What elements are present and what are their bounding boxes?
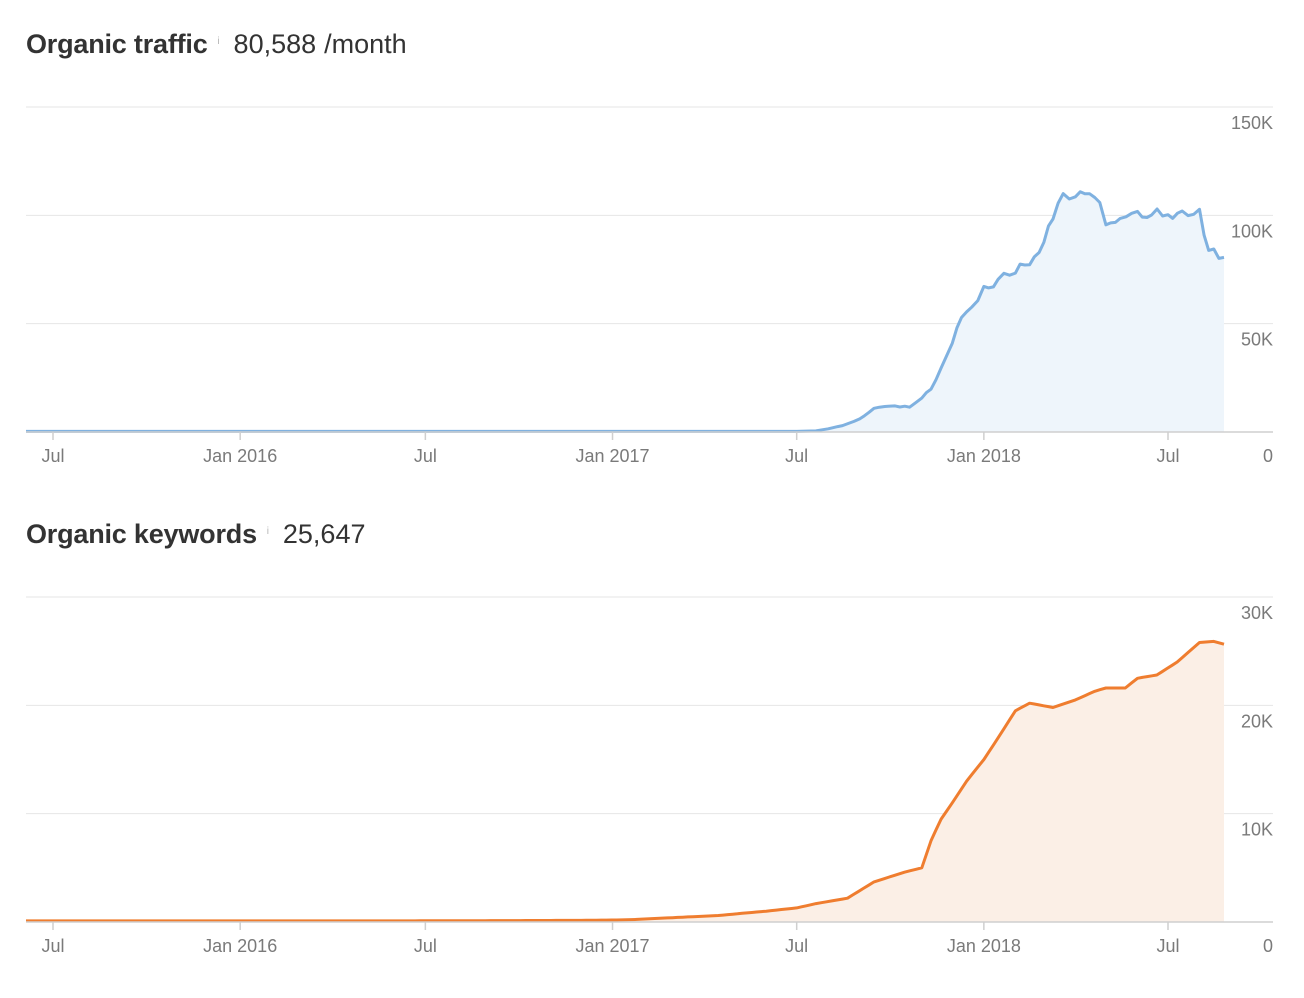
series-area-fill [26, 191, 1224, 432]
x-tick-label: Jul [41, 936, 64, 956]
y-tick-label: 100K [1231, 221, 1273, 241]
x-tick-label: Jan 2016 [203, 446, 277, 466]
keywords-chart-header: Organic keywords i 25,647 [26, 519, 365, 550]
traffic-unit: /month [324, 29, 407, 59]
y-tick-label: 50K [1241, 330, 1273, 350]
y-tick-label: 0 [1263, 936, 1273, 956]
x-tick-label: Jan 2017 [575, 936, 649, 956]
x-tick-label: Jul [414, 936, 437, 956]
info-icon[interactable]: i [266, 526, 269, 537]
series-area-fill [26, 641, 1224, 922]
keywords-value: 25,647 [282, 519, 366, 549]
x-tick-label: Jul [785, 446, 808, 466]
y-tick-label: 20K [1241, 711, 1273, 731]
x-tick-label: Jul [1156, 936, 1179, 956]
y-tick-label: 10K [1241, 820, 1273, 840]
x-tick-label: Jul [414, 446, 437, 466]
x-tick-label: Jul [41, 446, 64, 466]
x-tick-label: Jan 2017 [575, 446, 649, 466]
x-tick-label: Jan 2016 [203, 936, 277, 956]
series-line [26, 639, 1225, 923]
keywords-title: Organic keywords [26, 519, 257, 549]
traffic-title: Organic traffic [26, 29, 208, 59]
x-tick-label: Jul [785, 936, 808, 956]
x-tick-label: Jul [1156, 446, 1179, 466]
traffic-value: 80,588 [233, 29, 317, 59]
x-tick-label: Jan 2018 [947, 446, 1021, 466]
y-tick-label: 0 [1263, 446, 1273, 466]
info-icon[interactable]: i [217, 36, 220, 47]
y-tick-label: 30K [1241, 603, 1273, 623]
x-tick-label: Jan 2018 [947, 936, 1021, 956]
y-tick-label: 150K [1231, 113, 1273, 133]
traffic-chart-header: Organic traffic i 80,588 /month [26, 29, 407, 60]
